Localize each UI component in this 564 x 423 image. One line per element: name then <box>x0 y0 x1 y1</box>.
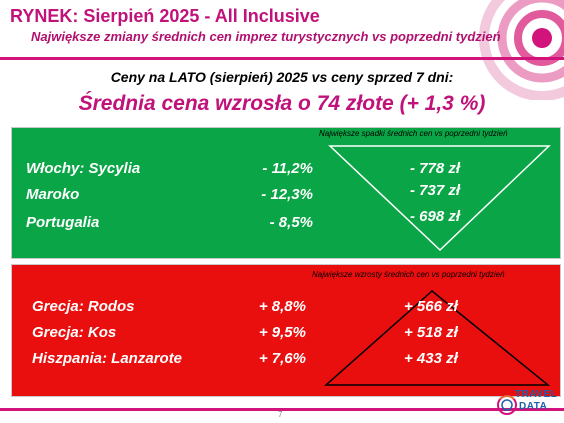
increase-percent: + 9,5% <box>258 324 306 341</box>
average-price-headline: Średnia cena wzrosła o 74 złote (+ 1,3 %… <box>78 92 486 115</box>
decreases-note: Największe spadki średnich cen vs poprze… <box>319 129 508 138</box>
title-divider <box>0 57 564 60</box>
decrease-percent: - 12,3% <box>261 186 313 203</box>
increases-panel: Największe wzrosty średnich cen vs poprz… <box>11 264 561 397</box>
page-subtitle: Największe zmiany średnich cen imprez tu… <box>31 29 501 44</box>
decreases-panel: Największe spadki średnich cen vs poprze… <box>11 127 561 259</box>
page-number: 7 <box>278 410 283 419</box>
travel-data-logo <box>497 395 517 415</box>
decrease-amount: - 778 zł <box>410 160 461 177</box>
decrease-percent: - 8,5% <box>269 214 313 231</box>
increases-note: Największe wzrosty średnich cen vs poprz… <box>312 270 505 279</box>
down-triangle-outline <box>328 145 551 252</box>
increase-destination: Grecja: Kos <box>32 324 117 341</box>
increase-amount: + 433 zł <box>404 350 458 367</box>
decrease-amount: - 737 zł <box>410 182 461 199</box>
logo-text-top: TRAVEL <box>515 389 558 400</box>
page-title: RYNEK: Sierpień 2025 - All Inclusive <box>10 6 320 26</box>
decrease-destination: Włochy: Sycylia <box>26 160 141 177</box>
increase-destination: Grecja: Rodos <box>32 298 135 315</box>
decrease-percent: - 11,2% <box>262 160 313 177</box>
decorative-rings <box>479 0 564 100</box>
increase-amount: + 518 zł <box>404 324 458 341</box>
comparison-caption: Ceny na LATO (sierpień) 2025 vs ceny spr… <box>110 69 454 85</box>
footer-divider <box>0 408 564 411</box>
increase-percent: + 7,6% <box>258 350 306 367</box>
logo-text-bottom: DATA <box>519 401 548 412</box>
decrease-amount: - 698 zł <box>410 208 461 225</box>
decrease-destination: Maroko <box>26 186 80 203</box>
increase-destination: Hiszpania: Lanzarote <box>32 350 183 367</box>
increase-percent: + 8,8% <box>258 298 306 315</box>
increase-amount: + 566 zł <box>404 298 458 315</box>
up-triangle-outline <box>324 290 551 386</box>
decrease-destination: Portugalia <box>26 214 100 231</box>
